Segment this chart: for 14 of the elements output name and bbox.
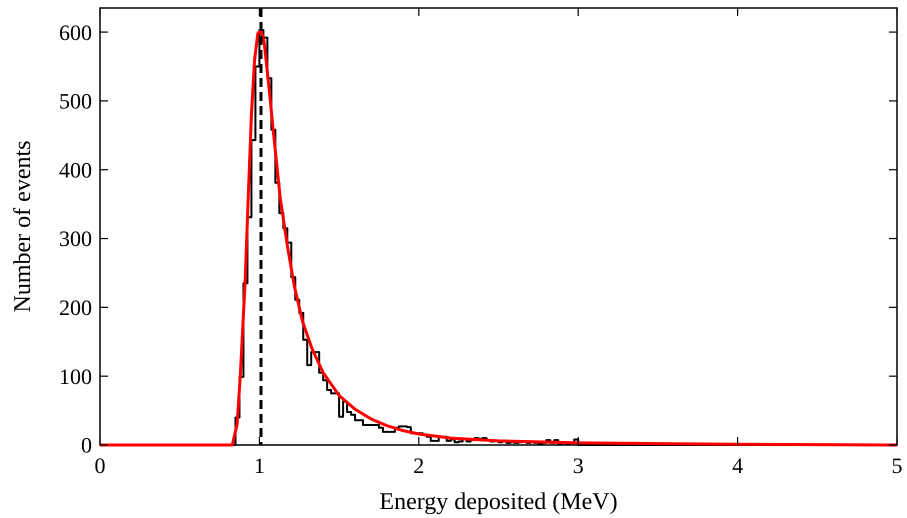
y-tick-label: 300 bbox=[59, 226, 92, 252]
y-tick-label: 500 bbox=[59, 88, 92, 114]
y-axis-title: Number of events bbox=[10, 140, 36, 312]
y-tick-label: 0 bbox=[81, 432, 92, 458]
x-tick-label: 3 bbox=[572, 453, 584, 478]
y-tick-label: 100 bbox=[59, 364, 92, 389]
y-tick-label: 600 bbox=[59, 20, 92, 45]
x-axis-title: Energy deposited (MeV) bbox=[379, 489, 618, 515]
x-tick-label: 4 bbox=[732, 453, 744, 478]
x-tick-label: 2 bbox=[413, 453, 424, 478]
y-tick-label: 400 bbox=[59, 157, 92, 182]
y-tick-label: 200 bbox=[59, 295, 92, 320]
x-tick-label: 5 bbox=[892, 453, 902, 478]
x-tick-label: 1 bbox=[254, 453, 265, 478]
